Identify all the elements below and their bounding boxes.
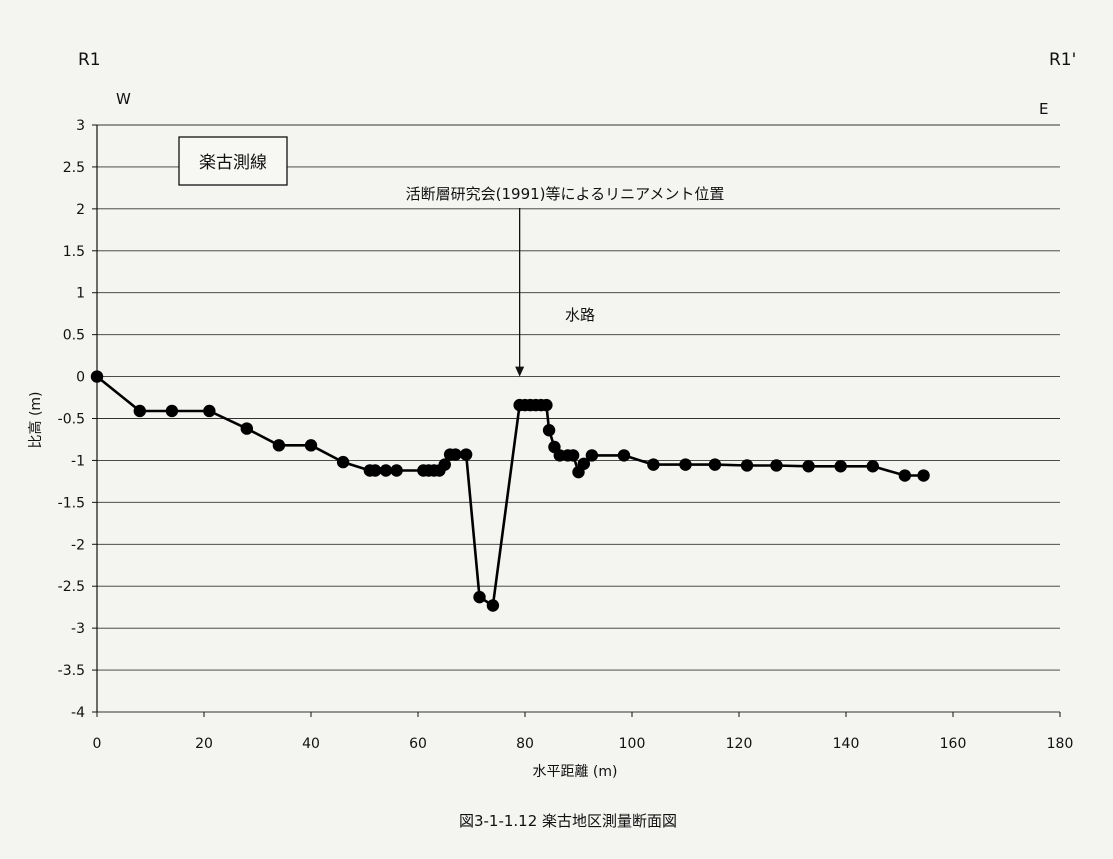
y-tick-label: -1.5 — [58, 495, 85, 511]
data-point — [133, 404, 146, 418]
lineament-arrow — [515, 208, 525, 377]
left-point-label: R1 — [78, 50, 101, 70]
x-tick-label: 160 — [940, 736, 967, 752]
x-tick-label: 140 — [833, 736, 860, 752]
y-tick-label: -3 — [71, 621, 85, 637]
data-point — [203, 404, 216, 418]
x-tick-labels: 0 20 40 60 80 100 120 140 160 180 — [93, 712, 1074, 752]
data-point — [473, 590, 486, 604]
data-point — [542, 424, 556, 437]
x-tick-label: 120 — [726, 736, 753, 752]
data-point — [770, 459, 783, 472]
data-point — [740, 459, 754, 472]
data-point — [708, 458, 722, 471]
x-tick-label: 20 — [195, 736, 213, 752]
x-tick-label: 180 — [1047, 736, 1074, 752]
y-tick-labels: 3 2.5 2 1.5 1 0.5 0 -0.5 -1 -1.5 -2 -2.5 -3 -3.5 -4 — [58, 118, 85, 721]
data-point — [540, 398, 553, 412]
data-point — [679, 458, 692, 471]
data-point — [369, 464, 382, 477]
lineament-annotation: 活断層研究会(1991)等によるリニアメント位置 — [406, 185, 725, 203]
left-direction-label: W — [116, 90, 131, 108]
y-tick-label: 0 — [76, 370, 85, 386]
y-tick-label: 2 — [76, 202, 85, 218]
data-point — [617, 449, 631, 462]
x-axis-label: 水平距離 (m) — [532, 763, 617, 780]
y-tick-label: 0.5 — [63, 328, 85, 344]
figure-caption: 図3-1-1.12 楽古地区測量断面図 — [459, 812, 677, 830]
profile-line — [96, 375, 924, 607]
data-point — [272, 439, 286, 452]
y-tick-label: -4 — [71, 705, 85, 721]
data-point — [866, 460, 879, 473]
data-point — [802, 460, 815, 473]
data-point — [459, 448, 473, 461]
data-point — [834, 460, 847, 473]
arrow-head — [515, 366, 525, 377]
y-tick-label: -0.5 — [58, 412, 85, 428]
data-point — [486, 599, 500, 612]
x-tick-label: 40 — [302, 736, 320, 752]
y-tick-label: -1 — [71, 453, 85, 469]
data-point — [240, 422, 253, 435]
chart-title: 楽古測線 — [199, 153, 267, 173]
data-point — [165, 404, 179, 418]
data-point — [917, 469, 930, 482]
right-point-label: R1' — [1049, 50, 1076, 70]
data-point — [647, 458, 660, 471]
right-direction-label: E — [1039, 100, 1048, 118]
waterway-annotation: 水路 — [565, 306, 595, 324]
data-point — [304, 439, 318, 452]
x-tick-label: 80 — [516, 736, 534, 752]
data-point — [438, 458, 451, 471]
y-tick-label: -2.5 — [58, 579, 85, 595]
data-point — [566, 449, 580, 462]
y-tick-label: -3.5 — [58, 663, 85, 679]
x-tick-label: 0 — [93, 736, 102, 752]
y-axis-label: 比高 (m) — [27, 391, 44, 448]
data-point — [585, 449, 599, 462]
x-tick-label: 100 — [619, 736, 646, 752]
data-point — [898, 469, 912, 482]
data-point — [379, 464, 393, 477]
y-tick-label: -2 — [71, 537, 85, 553]
data-point — [336, 455, 350, 469]
y-tick-label: 1.5 — [63, 244, 85, 260]
y-tick-label: 2.5 — [63, 160, 85, 176]
data-point — [577, 457, 591, 470]
y-tick-label: 1 — [76, 286, 85, 302]
gridlines — [92, 124, 1060, 713]
data-point — [90, 370, 104, 383]
data-point — [449, 448, 462, 461]
y-tick-label: 3 — [76, 118, 85, 134]
title-box — [178, 136, 288, 186]
x-tick-label: 60 — [409, 736, 427, 752]
profile-series — [90, 370, 930, 612]
data-point — [390, 464, 403, 477]
